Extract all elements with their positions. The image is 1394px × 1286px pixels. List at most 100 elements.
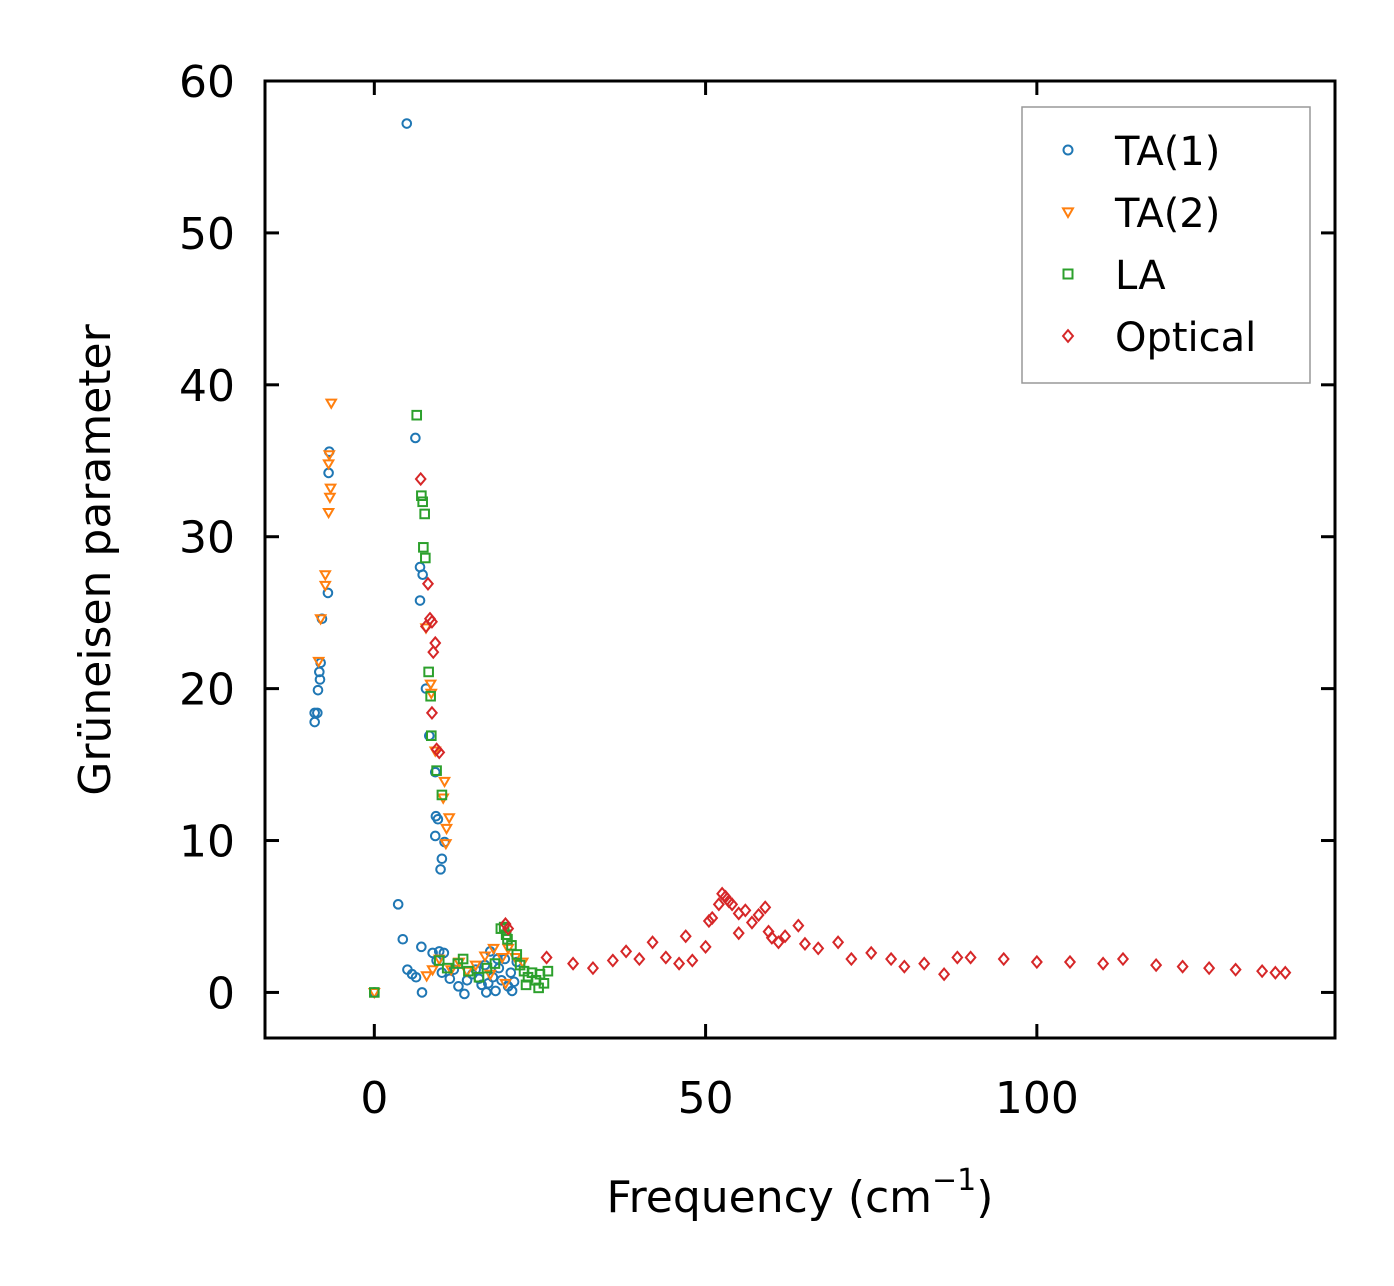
plot-frame bbox=[263, 79, 1337, 1040]
la-point bbox=[473, 971, 485, 983]
legend-marker-optical bbox=[1061, 328, 1075, 344]
ta-1-point bbox=[444, 973, 456, 985]
optical-point bbox=[702, 913, 715, 929]
optical-point bbox=[633, 951, 646, 967]
optical-point bbox=[1063, 954, 1077, 970]
ta-1-point bbox=[312, 707, 323, 719]
ta-2-point bbox=[487, 943, 501, 956]
la-point bbox=[417, 496, 428, 508]
optical-point bbox=[712, 897, 725, 912]
ta-1-point bbox=[429, 766, 441, 778]
ta-1-point bbox=[309, 716, 320, 728]
la-point bbox=[542, 965, 554, 977]
optical-point bbox=[951, 950, 964, 965]
optical-point bbox=[759, 900, 772, 915]
ta-2-point bbox=[478, 951, 492, 963]
la-point bbox=[511, 949, 523, 960]
x-tick-label: 100 bbox=[995, 1073, 1079, 1124]
ta-2-point bbox=[420, 971, 434, 983]
ta-1-point bbox=[392, 899, 404, 910]
optical-point bbox=[540, 950, 553, 965]
optical-point bbox=[997, 951, 1010, 967]
optical-point bbox=[1269, 965, 1282, 980]
optical-point bbox=[772, 935, 785, 950]
ta-2-point bbox=[469, 960, 483, 972]
y-axis-title: Grüneisen parameter bbox=[70, 323, 121, 795]
la-point bbox=[419, 508, 430, 520]
ta-2-point bbox=[323, 492, 337, 504]
ta-1-point bbox=[416, 941, 427, 953]
ta-2-point bbox=[424, 688, 438, 700]
ta-1-point bbox=[314, 666, 325, 678]
ta-1-point bbox=[436, 853, 448, 865]
optical-point bbox=[1030, 954, 1043, 970]
optical-point bbox=[964, 950, 977, 965]
ta-1-point bbox=[453, 981, 464, 992]
la-point bbox=[463, 965, 474, 977]
optical-point bbox=[898, 959, 911, 974]
ta-2-point bbox=[442, 813, 456, 825]
la-point bbox=[436, 789, 448, 801]
optical-point bbox=[425, 614, 438, 629]
optical-point bbox=[745, 915, 759, 930]
optical-point bbox=[1116, 951, 1130, 967]
ta-2-point bbox=[424, 679, 438, 691]
optical-point bbox=[673, 956, 686, 971]
ta-1-point bbox=[410, 971, 422, 983]
la-point bbox=[506, 940, 517, 951]
optical-point bbox=[425, 705, 438, 721]
ta-1-point bbox=[505, 967, 517, 978]
x-axis-ticks: 0 50 100 bbox=[360, 81, 1079, 1124]
plot-marks bbox=[309, 118, 1292, 1000]
optical-point bbox=[812, 941, 825, 956]
legend-label-ta-2: TA(2) bbox=[1114, 191, 1220, 237]
optical-point bbox=[606, 953, 619, 968]
ta-1-point bbox=[506, 985, 518, 997]
ta-2-point bbox=[324, 483, 338, 495]
la-point bbox=[416, 490, 427, 501]
y-tick-label: 0 bbox=[207, 968, 235, 1019]
optical-point bbox=[433, 745, 446, 760]
x-axis-title: Frequency (cm−1) bbox=[607, 1163, 994, 1223]
ta-2-point bbox=[322, 459, 336, 471]
ta-2-point bbox=[499, 978, 512, 991]
ta-1-point bbox=[508, 976, 520, 988]
optical-point bbox=[646, 935, 659, 950]
optical-point bbox=[1229, 962, 1242, 977]
optical-point bbox=[421, 576, 435, 591]
ta-1-point bbox=[397, 933, 409, 945]
ta-1-point bbox=[480, 987, 492, 998]
y-tick-label: 60 bbox=[179, 57, 235, 108]
ta-2-point bbox=[318, 570, 332, 582]
optical-point bbox=[427, 645, 440, 660]
optical-point bbox=[1279, 965, 1292, 980]
ta-1-point bbox=[429, 830, 441, 842]
ta-1-point bbox=[476, 979, 487, 991]
optical-point bbox=[938, 967, 951, 982]
y-tick-label: 20 bbox=[179, 665, 235, 716]
optical-point bbox=[918, 956, 931, 971]
optical-point bbox=[885, 951, 898, 967]
optical-point bbox=[706, 910, 719, 926]
ta-2-point bbox=[495, 953, 509, 965]
legend-label-optical: Optical bbox=[1115, 315, 1256, 361]
la-point bbox=[520, 979, 532, 991]
legend-marker-ta-1 bbox=[1062, 144, 1074, 156]
optical-point bbox=[686, 953, 699, 968]
optical-point bbox=[679, 929, 692, 944]
optical-point bbox=[792, 918, 805, 933]
series-ta-2 bbox=[312, 398, 530, 1000]
la-point bbox=[431, 765, 442, 776]
optical-point bbox=[414, 471, 427, 487]
optical-point bbox=[659, 950, 672, 965]
ta-1-point bbox=[410, 432, 421, 444]
la-point bbox=[425, 730, 437, 742]
la-point bbox=[433, 955, 445, 966]
ta-1-point bbox=[322, 587, 334, 599]
optical-point bbox=[1176, 959, 1189, 974]
ta-1-point bbox=[414, 595, 426, 606]
la-point bbox=[418, 542, 429, 553]
la-point bbox=[423, 666, 434, 678]
optical-point bbox=[620, 944, 633, 959]
optical-point bbox=[1150, 957, 1163, 973]
